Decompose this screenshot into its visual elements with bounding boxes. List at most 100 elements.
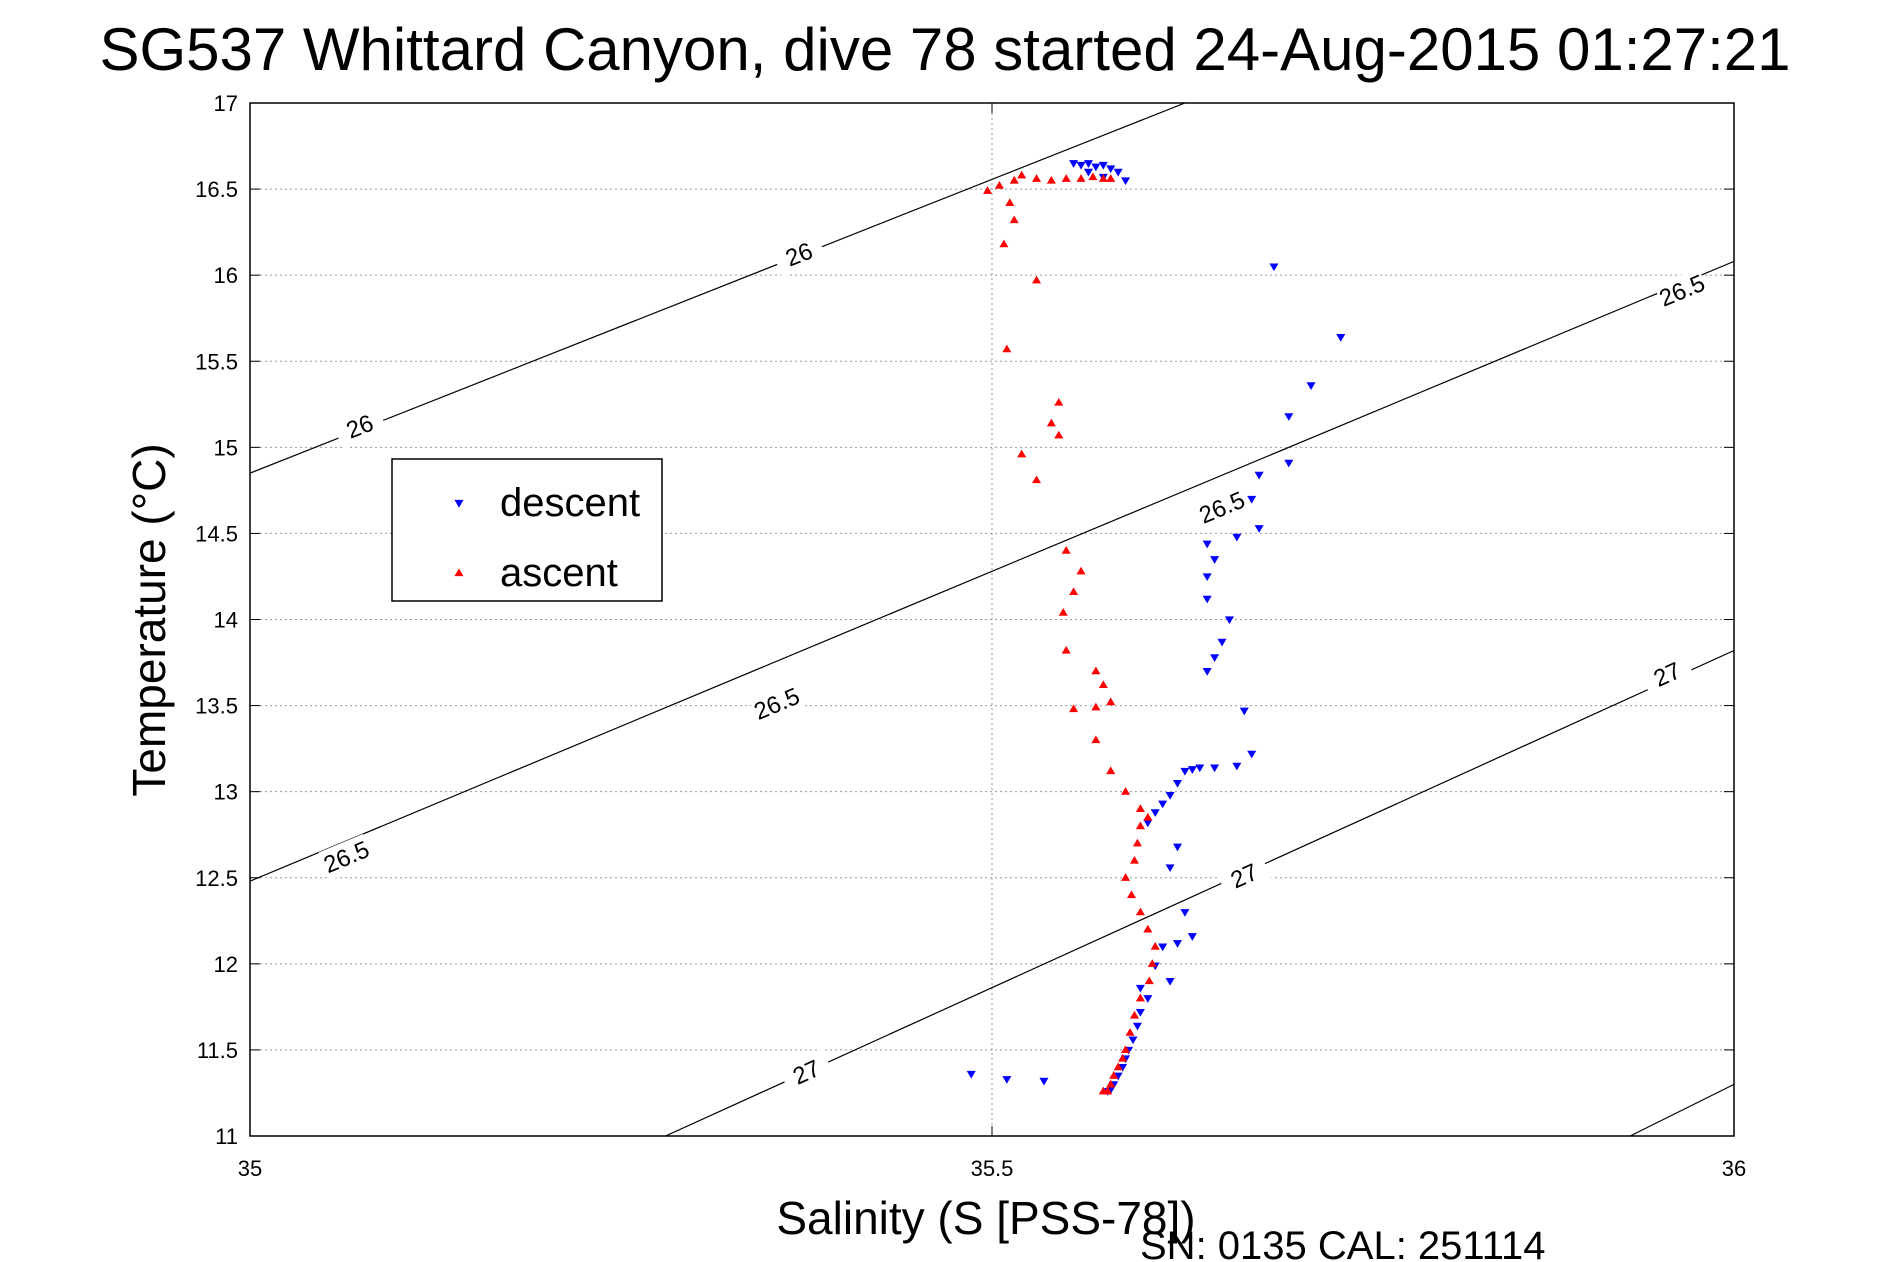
data-points (966, 160, 1346, 1096)
legend-ascent-label: ascent (500, 551, 618, 595)
descent-point (1336, 334, 1346, 342)
ascent-point (1126, 890, 1137, 899)
descent-point (1210, 654, 1220, 662)
ascent-point (1091, 702, 1101, 711)
y-tick-label: 14.5 (195, 521, 238, 546)
ascent-point (1144, 976, 1154, 985)
ascent-point (1121, 787, 1131, 795)
ascent-point (1031, 174, 1042, 182)
descent-point (1039, 1077, 1049, 1086)
isopycnal-label-bg (1194, 484, 1250, 531)
descent-point (1143, 995, 1153, 1003)
ascent-point (1147, 959, 1157, 967)
descent-point (1239, 707, 1249, 716)
ascent-point (1061, 174, 1071, 182)
ascent-point (1150, 942, 1160, 950)
ascent-point (1017, 449, 1027, 458)
ascent-point (1017, 170, 1027, 179)
ascent-point (1113, 1062, 1123, 1071)
ascent-point (1098, 680, 1108, 689)
ascent-point (1106, 697, 1116, 706)
isopycnal-label-bg (1654, 267, 1710, 314)
ascent-point (1061, 546, 1071, 554)
ascent-point (1009, 175, 1019, 184)
descent-point (1083, 160, 1093, 168)
ascent-point (1143, 924, 1153, 933)
isopycnal-line (250, 260, 1734, 882)
isopycnal-label-bg (331, 403, 388, 450)
legend-ascent-triangle (454, 568, 464, 577)
ascent-point (1069, 587, 1079, 596)
descent-point (1158, 800, 1168, 809)
ascent-point (1046, 175, 1056, 184)
ascent-point (1125, 1028, 1135, 1036)
descent-point (1165, 864, 1175, 873)
descent-point (1202, 573, 1212, 582)
descent-point (1121, 177, 1131, 186)
ascent-point (1118, 1053, 1128, 1062)
descent-point (1143, 819, 1153, 828)
descent-point (1135, 984, 1145, 993)
descent-point (1202, 595, 1212, 604)
serial-calibration-footer: SN: 0135 CAL: 251114 (1140, 1224, 1545, 1262)
descent-point (1217, 638, 1227, 647)
descent-point (1069, 160, 1079, 168)
descent-point (1195, 764, 1205, 773)
isopycnal-line (1629, 1083, 1734, 1136)
descent-point (1158, 943, 1168, 952)
ascent-series (983, 170, 1160, 1095)
ascent-point (1135, 821, 1145, 830)
x-axis-label: Salinity (S [PSS-78]) (776, 1192, 1195, 1244)
descent-point (1247, 750, 1257, 759)
legend-descent-triangle (454, 499, 464, 508)
ascent-point (1132, 838, 1142, 847)
ascent-point (1009, 215, 1019, 224)
ascent-point (1098, 1086, 1108, 1095)
descent-point (1187, 933, 1197, 941)
descent-point (1165, 792, 1175, 800)
descent-point (1128, 1036, 1138, 1045)
ascent-point (1143, 812, 1153, 821)
descent-point (1210, 556, 1220, 564)
ascent-point (1121, 873, 1131, 881)
x-tick-label: 36 (1722, 1156, 1746, 1181)
isopycnal-label-bg (1216, 852, 1273, 900)
ascent-point (1106, 1079, 1116, 1088)
descent-point (1247, 495, 1257, 504)
isopycnal-label-bg (1639, 651, 1696, 699)
ascent-point (1106, 766, 1116, 775)
ascent-point (994, 181, 1004, 189)
ascent-point (1031, 475, 1042, 484)
ascent-point (1091, 666, 1101, 675)
ascent-point (983, 186, 993, 194)
descent-point (1091, 163, 1101, 172)
x-tick-label: 35 (238, 1156, 262, 1181)
ascent-point (1129, 1010, 1139, 1019)
descent-point (1076, 161, 1086, 170)
y-tick-label: 15 (214, 435, 238, 460)
y-tick-label: 16.5 (195, 177, 238, 202)
ascent-point (1031, 275, 1042, 284)
ascent-point (1109, 1071, 1119, 1079)
descent-point (1098, 161, 1108, 170)
descent-point (1083, 168, 1093, 177)
ascent-point (999, 239, 1009, 248)
y-tick-label: 11 (215, 1124, 238, 1149)
descent-point (1202, 668, 1212, 676)
ascent-point (1088, 172, 1098, 181)
legend-descent-marker (454, 499, 464, 508)
descent-point (1165, 977, 1175, 986)
y-axis-label: Temperature (°C) (123, 443, 175, 796)
descent-point (1232, 762, 1242, 771)
legend-ascent-marker (454, 568, 464, 577)
ascent-point (1002, 344, 1012, 353)
ascent-point (1061, 645, 1071, 654)
ascent-point (1106, 174, 1116, 182)
y-tick-label: 11.5 (197, 1038, 238, 1063)
y-tick-label: 12.5 (195, 866, 238, 891)
legend: descent ascent (391, 458, 663, 602)
isopycnal-line (250, 103, 1186, 474)
y-tick-label: 13.5 (195, 694, 238, 719)
ascent-point (1135, 804, 1145, 812)
